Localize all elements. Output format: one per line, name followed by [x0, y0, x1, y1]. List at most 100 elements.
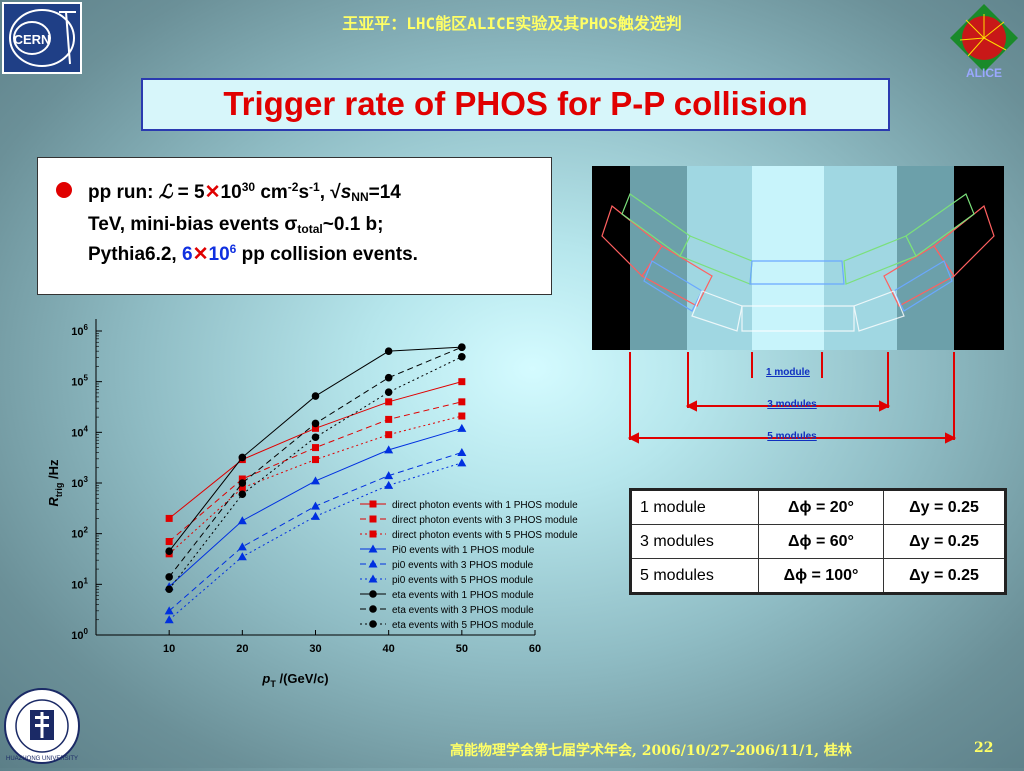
- data-point-s4: [384, 445, 394, 454]
- x-axis-label: pT /(GeV/c): [261, 671, 328, 689]
- legend-marker-6: [368, 574, 378, 583]
- bullet-icon: [56, 182, 72, 198]
- table-row: 5 modules Δϕ = 100° Δy = 0.25: [630, 558, 1006, 594]
- info-events: pp collision events.: [236, 244, 418, 265]
- data-point-s2: [312, 444, 319, 452]
- data-point-s1: [312, 424, 319, 432]
- data-point-s8: [238, 479, 247, 487]
- table-cell-module: 1 module: [630, 489, 759, 525]
- data-point-s5: [384, 471, 394, 480]
- y-tick-label: 104: [71, 424, 88, 439]
- table-cell-dphi: Δϕ = 20°: [758, 489, 884, 525]
- info-sNN-sub: NN: [351, 190, 369, 204]
- data-point-s9: [165, 585, 173, 594]
- info-line-3: Pythia6.2, 6✕106 pp collision events.: [88, 242, 418, 266]
- y-axis-label: Rtrig /Hz: [46, 459, 64, 507]
- data-point-s7: [238, 453, 247, 462]
- info-exp-m2: -2: [287, 180, 299, 194]
- info-ten-2: 10: [208, 244, 230, 265]
- legend-marker-2: [369, 515, 377, 523]
- data-point-s2: [238, 475, 246, 483]
- legend-label-3: direct photon events with 5 PHOS module: [392, 530, 578, 541]
- data-point-s3: [312, 456, 319, 464]
- info-exp6: 6: [229, 242, 237, 256]
- x-tick-label: 10: [163, 643, 175, 655]
- data-point-s8: [458, 343, 466, 351]
- cern-logo-text: CERN: [14, 32, 51, 47]
- x-tick-label: 60: [529, 643, 541, 655]
- info-total-sub: total: [297, 222, 323, 236]
- x-tick-label: 30: [309, 643, 321, 655]
- data-point-s3: [458, 412, 466, 420]
- data-point-s9: [384, 388, 393, 396]
- info-line-1: pp run: ℒ = 5✕1030 cm-2s-1, √sNN=14: [88, 180, 401, 204]
- x-tick-label: 40: [383, 643, 395, 655]
- data-point-s1: [458, 378, 466, 386]
- header-title: 王亚平：LHC能区ALICE实验及其PHOS触发选判: [342, 14, 682, 33]
- table-cell-module: 3 modules: [630, 524, 759, 559]
- legend-label-9: eta events with 5 PHOS module: [392, 620, 534, 631]
- table-row: 1 module Δϕ = 20° Δy = 0.25: [630, 489, 1006, 525]
- cern-logo: CERN: [2, 2, 82, 74]
- legend-marker-7: [369, 590, 377, 598]
- data-point-s6: [311, 511, 320, 520]
- data-point-s3: [238, 484, 246, 492]
- data-point-s8: [311, 419, 320, 428]
- data-point-s6: [457, 458, 467, 467]
- page-number: 22: [974, 740, 994, 756]
- info-six: 6: [182, 244, 193, 265]
- legend-label-1: direct photon events with 1 PHOS module: [392, 500, 578, 511]
- info-eq: = 5: [172, 182, 205, 203]
- slide-title: Trigger rate of PHOS for P-P collision: [141, 78, 890, 131]
- legend-marker-5: [368, 559, 378, 568]
- data-point-s9: [311, 433, 320, 442]
- data-point-s7: [311, 392, 320, 400]
- data-point-s8: [384, 373, 393, 382]
- legend-marker-1: [369, 500, 377, 508]
- data-point-s4: [311, 476, 320, 485]
- data-point-s5: [457, 447, 467, 456]
- legend-label-6: pi0 events with 5 PHOS module: [392, 575, 534, 586]
- info-tev: TeV, mini-bias events σ: [88, 214, 298, 235]
- y-tick-label: 106: [71, 323, 88, 338]
- module-label-5: 5 modules: [767, 431, 817, 442]
- data-point-s9: [458, 352, 466, 361]
- module-label-3: 3 modules: [767, 399, 817, 410]
- y-tick-label: 101: [71, 576, 88, 591]
- legend-marker-3: [369, 530, 377, 538]
- info-exp-m1: -1: [309, 180, 320, 194]
- table-cell-dy: Δy = 0.25: [883, 558, 1006, 594]
- table-row: 3 modules Δϕ = 60° Δy = 0.25: [630, 524, 1006, 559]
- data-point-s1: [165, 514, 173, 522]
- info-sigma-value: ~0.1 b;: [322, 214, 384, 235]
- legend-marker-9: [369, 620, 377, 628]
- y-tick-label: 103: [71, 475, 88, 490]
- module-label-1: 1 module: [766, 367, 810, 378]
- table-cell-dy: Δy = 0.25: [883, 489, 1006, 525]
- data-point-s3: [385, 431, 393, 439]
- data-point-s5: [237, 542, 247, 551]
- info-energy: =14: [368, 182, 401, 203]
- info-sNN-s: s: [340, 182, 352, 203]
- legend-marker-8: [369, 605, 377, 613]
- legend-label-8: eta events with 3 PHOS module: [392, 605, 534, 616]
- data-point-s4: [237, 516, 247, 525]
- x-tick-label: 20: [236, 643, 248, 655]
- trigger-rate-chart: 10 20 30 40 50 60 100 101 102 103 104 105 106 pT /(Ge…: [38, 313, 598, 695]
- info-pythia: Pythia6.2,: [88, 244, 182, 265]
- data-point-s2: [165, 538, 173, 546]
- legend-label-4: Pi0 events with 1 PHOS module: [392, 545, 535, 556]
- data-point-s7: [165, 547, 173, 556]
- y-tick-label: 100: [71, 627, 88, 642]
- table-cell-dphi: Δϕ = 60°: [758, 524, 884, 559]
- acceptance-table: 1 module Δϕ = 20° Δy = 0.25 3 modules Δϕ…: [629, 488, 1007, 595]
- data-point-s9: [238, 490, 247, 499]
- info-exp30: 30: [241, 180, 256, 194]
- info-pp-run: pp run:: [88, 182, 159, 203]
- footer-text: 高能物理学会第七届学术年会, 2006/10/27-2006/11/1, 桂林: [450, 743, 852, 759]
- data-point-s6: [237, 552, 247, 561]
- data-point-s2: [458, 398, 466, 406]
- times-icon: ✕: [204, 182, 221, 203]
- data-point-s5: [311, 501, 320, 510]
- info-ten: 10: [220, 182, 242, 203]
